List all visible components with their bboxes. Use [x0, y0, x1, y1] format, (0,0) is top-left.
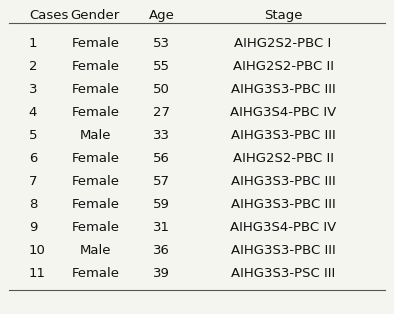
Text: AIHG3S3-PBC III: AIHG3S3-PBC III: [231, 83, 335, 96]
Text: 39: 39: [153, 267, 170, 280]
Text: Female: Female: [71, 83, 119, 96]
Text: Female: Female: [71, 37, 119, 50]
Text: 11: 11: [29, 267, 46, 280]
Text: AIHG2S2-PBC II: AIHG2S2-PBC II: [232, 152, 334, 165]
Text: 57: 57: [153, 175, 170, 188]
Text: 2: 2: [29, 60, 37, 73]
Text: Age: Age: [149, 9, 175, 22]
Text: 4: 4: [29, 106, 37, 119]
Text: AIHG2S2-PBC I: AIHG2S2-PBC I: [234, 37, 332, 50]
Text: Female: Female: [71, 152, 119, 165]
Text: 7: 7: [29, 175, 37, 188]
Text: Male: Male: [80, 244, 111, 257]
Text: 5: 5: [29, 129, 37, 142]
Text: Female: Female: [71, 60, 119, 73]
Text: Female: Female: [71, 267, 119, 280]
Text: Gender: Gender: [71, 9, 120, 22]
Text: AIHG3S4-PBC IV: AIHG3S4-PBC IV: [230, 221, 336, 234]
Text: Stage: Stage: [264, 9, 302, 22]
Text: Female: Female: [71, 221, 119, 234]
Text: 10: 10: [29, 244, 46, 257]
Text: 50: 50: [153, 83, 170, 96]
Text: Female: Female: [71, 198, 119, 211]
Text: AIHG3S3-PSC III: AIHG3S3-PSC III: [231, 267, 335, 280]
Text: AIHG2S2-PBC II: AIHG2S2-PBC II: [232, 60, 334, 73]
Text: AIHG3S4-PBC IV: AIHG3S4-PBC IV: [230, 106, 336, 119]
Text: 33: 33: [153, 129, 170, 142]
Text: AIHG3S3-PBC III: AIHG3S3-PBC III: [231, 129, 335, 142]
Text: 27: 27: [153, 106, 170, 119]
Text: AIHG3S3-PBC III: AIHG3S3-PBC III: [231, 244, 335, 257]
Text: 59: 59: [153, 198, 170, 211]
Text: AIHG3S3-PBC III: AIHG3S3-PBC III: [231, 198, 335, 211]
Text: Female: Female: [71, 175, 119, 188]
Text: 3: 3: [29, 83, 37, 96]
Text: 9: 9: [29, 221, 37, 234]
Text: 53: 53: [153, 37, 170, 50]
Text: AIHG3S3-PBC III: AIHG3S3-PBC III: [231, 175, 335, 188]
Text: 55: 55: [153, 60, 170, 73]
Text: Female: Female: [71, 106, 119, 119]
Text: Male: Male: [80, 129, 111, 142]
Text: 1: 1: [29, 37, 37, 50]
Text: 31: 31: [153, 221, 170, 234]
Text: 6: 6: [29, 152, 37, 165]
Text: 36: 36: [153, 244, 170, 257]
Text: Cases: Cases: [29, 9, 68, 22]
Text: 56: 56: [153, 152, 170, 165]
Text: 8: 8: [29, 198, 37, 211]
